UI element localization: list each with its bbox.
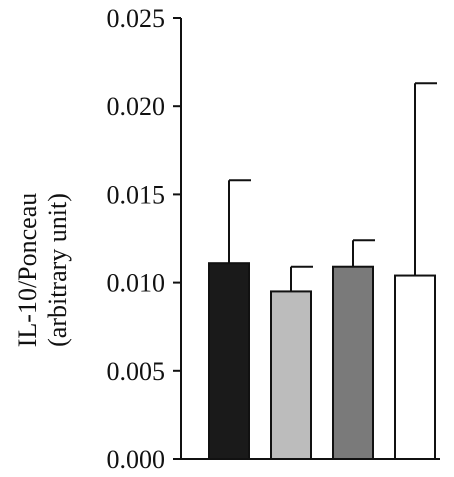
bars [208,82,437,461]
y-tick-label: 0.005 [107,357,166,386]
y-tick-label: 0.010 [107,269,166,298]
bar-2 [270,290,312,461]
bar-4 [394,274,436,460]
y-axis-title-line-1: IL-10/Ponceau [13,193,42,348]
y-axis: 0.025 0.020 0.015 0.010 0.005 0.000 [107,4,182,474]
y-tick-label: 0.000 [107,445,166,474]
bar-1 [208,262,250,461]
y-tick-label: 0.015 [107,180,166,209]
y-axis-title: IL-10/Ponceau (arbitrary unit) [13,193,72,348]
y-tick-label: 0.020 [107,92,166,121]
y-axis-title-line-2: (arbitrary unit) [43,193,72,347]
bar-3 [332,265,374,460]
y-tick-label: 0.025 [107,4,166,33]
